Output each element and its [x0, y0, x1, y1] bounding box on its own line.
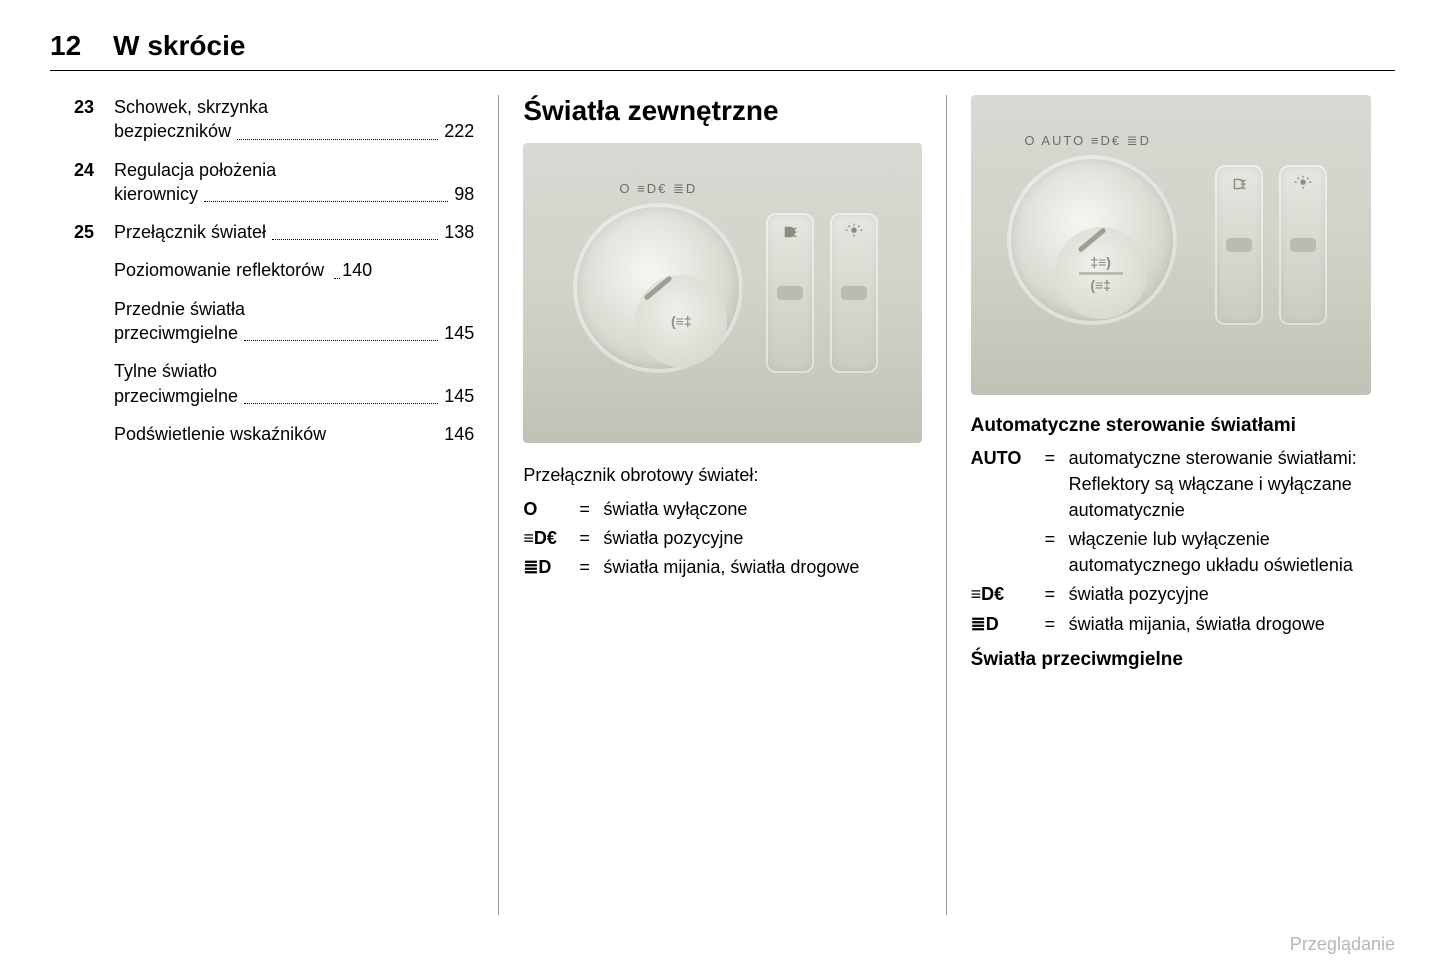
- def-row: ≣D = światła mijania, światła drogowe: [523, 554, 921, 580]
- toc-row: 24 Regulacja położenia kierownicy 98: [74, 158, 474, 207]
- toc-label: Poziomowanie reflektorów: [114, 258, 324, 282]
- def-equals: =: [1045, 526, 1069, 552]
- def-row: ≣D = światła mijania, światła drogowe: [971, 611, 1371, 637]
- toc-row: Przednie światła przeciwmgielne 145: [74, 297, 474, 346]
- def-row: O = światła wyłączone: [523, 496, 921, 522]
- light-switch-illustration-1: O ≡D€ ≣D (≡‡: [523, 143, 921, 443]
- middle-column: Światła zewnętrzne O ≡D€ ≣D (≡‡ Przełącz…: [498, 95, 946, 915]
- toc-row: Podświetlenie wskaźników 146: [74, 422, 474, 446]
- def-value: światła mijania, światła drogowe: [603, 554, 921, 580]
- toc-row: Tylne światło przeciwmgielne 145: [74, 359, 474, 408]
- definition-list-auto: AUTO = automatyczne sterowanie światłami…: [971, 445, 1371, 637]
- def-symbol: O: [523, 496, 579, 522]
- fog-light-dual-icon: ‡≡) (≡‡: [1055, 227, 1147, 319]
- page-number: 12: [50, 30, 81, 62]
- toc-page: 145: [444, 321, 474, 345]
- light-switch-illustration-2: O AUTO ≡D€ ≣D ‡≡) (≡‡: [971, 95, 1371, 395]
- toc-label: Przełącznik świateł: [114, 220, 266, 244]
- headlamp-level-thumbwheel: [1215, 165, 1263, 325]
- footer-text: Przeglądanie: [1290, 934, 1395, 955]
- caption-text: Przełącznik obrotowy świateł:: [523, 463, 921, 488]
- toc-label: Tylne światło: [114, 359, 217, 383]
- def-symbol: ≡D€: [523, 525, 579, 551]
- def-row: ≡D€ = światła pozycyjne: [971, 581, 1371, 607]
- toc-leader: [272, 222, 438, 240]
- toc-number: 23: [74, 95, 100, 119]
- page-header: 12 W skrócie: [50, 30, 1395, 71]
- headlamp-icon: [779, 221, 801, 243]
- def-equals: =: [579, 525, 603, 551]
- toc-label: Schowek, skrzynka: [114, 95, 268, 119]
- toc-row: Poziomowanie reflektorów 140: [74, 258, 474, 282]
- def-value: światła wyłączone: [603, 496, 921, 522]
- sub-heading: Światła przeciwmgielne: [971, 649, 1371, 671]
- toc-leader: [244, 386, 438, 404]
- rotary-dial: (≡‡: [573, 203, 743, 373]
- def-value: światła pozycyjne: [1069, 581, 1371, 607]
- brightness-icon: [843, 221, 865, 243]
- toc-leader: [244, 323, 438, 341]
- toc-leader: [204, 184, 448, 202]
- toc-label: bezpieczników: [114, 119, 231, 143]
- toc-column: 23 Schowek, skrzynka bezpieczników 222 2…: [50, 95, 498, 915]
- toc-label: kierownicy: [114, 182, 198, 206]
- toc-page: 140: [342, 258, 372, 282]
- section-title: Światła zewnętrzne: [523, 95, 921, 127]
- toc-label: Podświetlenie wskaźników: [114, 422, 326, 446]
- toc-label: przeciwmgielne: [114, 384, 238, 408]
- toc-leader: [237, 122, 438, 140]
- headlamp-icon: [1228, 173, 1250, 195]
- def-row: = włączenie lub wyłączenie automatyczneg…: [971, 526, 1371, 578]
- sub-heading: Automatyczne sterowanie światłami: [971, 415, 1371, 437]
- def-value: światła mijania, światła drogowe: [1069, 611, 1371, 637]
- def-symbol: AUTO: [971, 445, 1045, 471]
- instrument-light-thumbwheel: [1279, 165, 1327, 325]
- toc-label: Przednie światła: [114, 297, 245, 321]
- def-row: ≡D€ = światła pozycyjne: [523, 525, 921, 551]
- right-column: O AUTO ≡D€ ≣D ‡≡) (≡‡ Automatyczne stero…: [947, 95, 1395, 915]
- brightness-icon: [1292, 173, 1314, 195]
- fog-light-icon: (≡‡: [635, 275, 727, 367]
- toc-page: 146: [444, 422, 474, 446]
- headlamp-level-thumbwheel: [766, 213, 814, 373]
- toc-row: 23 Schowek, skrzynka bezpieczników 222: [74, 95, 474, 144]
- def-symbol: ≡D€: [971, 581, 1045, 607]
- toc-page: 145: [444, 384, 474, 408]
- def-value: włączenie lub wyłączenie automatycznego …: [1069, 526, 1371, 578]
- toc-number: 24: [74, 158, 100, 182]
- toc-page: 222: [444, 119, 474, 143]
- def-equals: =: [1045, 581, 1069, 607]
- toc-page: 98: [454, 182, 474, 206]
- content-columns: 23 Schowek, skrzynka bezpieczników 222 2…: [50, 95, 1395, 915]
- rotary-dial-auto: ‡≡) (≡‡: [1007, 155, 1177, 325]
- toc-label: Regulacja położenia: [114, 158, 276, 182]
- toc-label: przeciwmgielne: [114, 321, 238, 345]
- toc-leader: [334, 261, 340, 279]
- def-equals: =: [579, 554, 603, 580]
- def-value: automatyczne sterowanie światłami: Refle…: [1069, 445, 1371, 523]
- def-equals: =: [1045, 445, 1069, 471]
- definition-list: O = światła wyłączone ≡D€ = światła pozy…: [523, 496, 921, 580]
- toc-page: 138: [444, 220, 474, 244]
- def-value: światła pozycyjne: [603, 525, 921, 551]
- instrument-light-thumbwheel: [830, 213, 878, 373]
- toc-number: 25: [74, 220, 100, 244]
- def-equals: =: [579, 496, 603, 522]
- def-row: AUTO = automatyczne sterowanie światłami…: [971, 445, 1371, 523]
- toc-row: 25 Przełącznik świateł 138: [74, 220, 474, 244]
- def-symbol: ≣D: [523, 554, 579, 580]
- def-symbol: ≣D: [971, 611, 1045, 637]
- chapter-title: W skrócie: [113, 30, 245, 62]
- def-equals: =: [1045, 611, 1069, 637]
